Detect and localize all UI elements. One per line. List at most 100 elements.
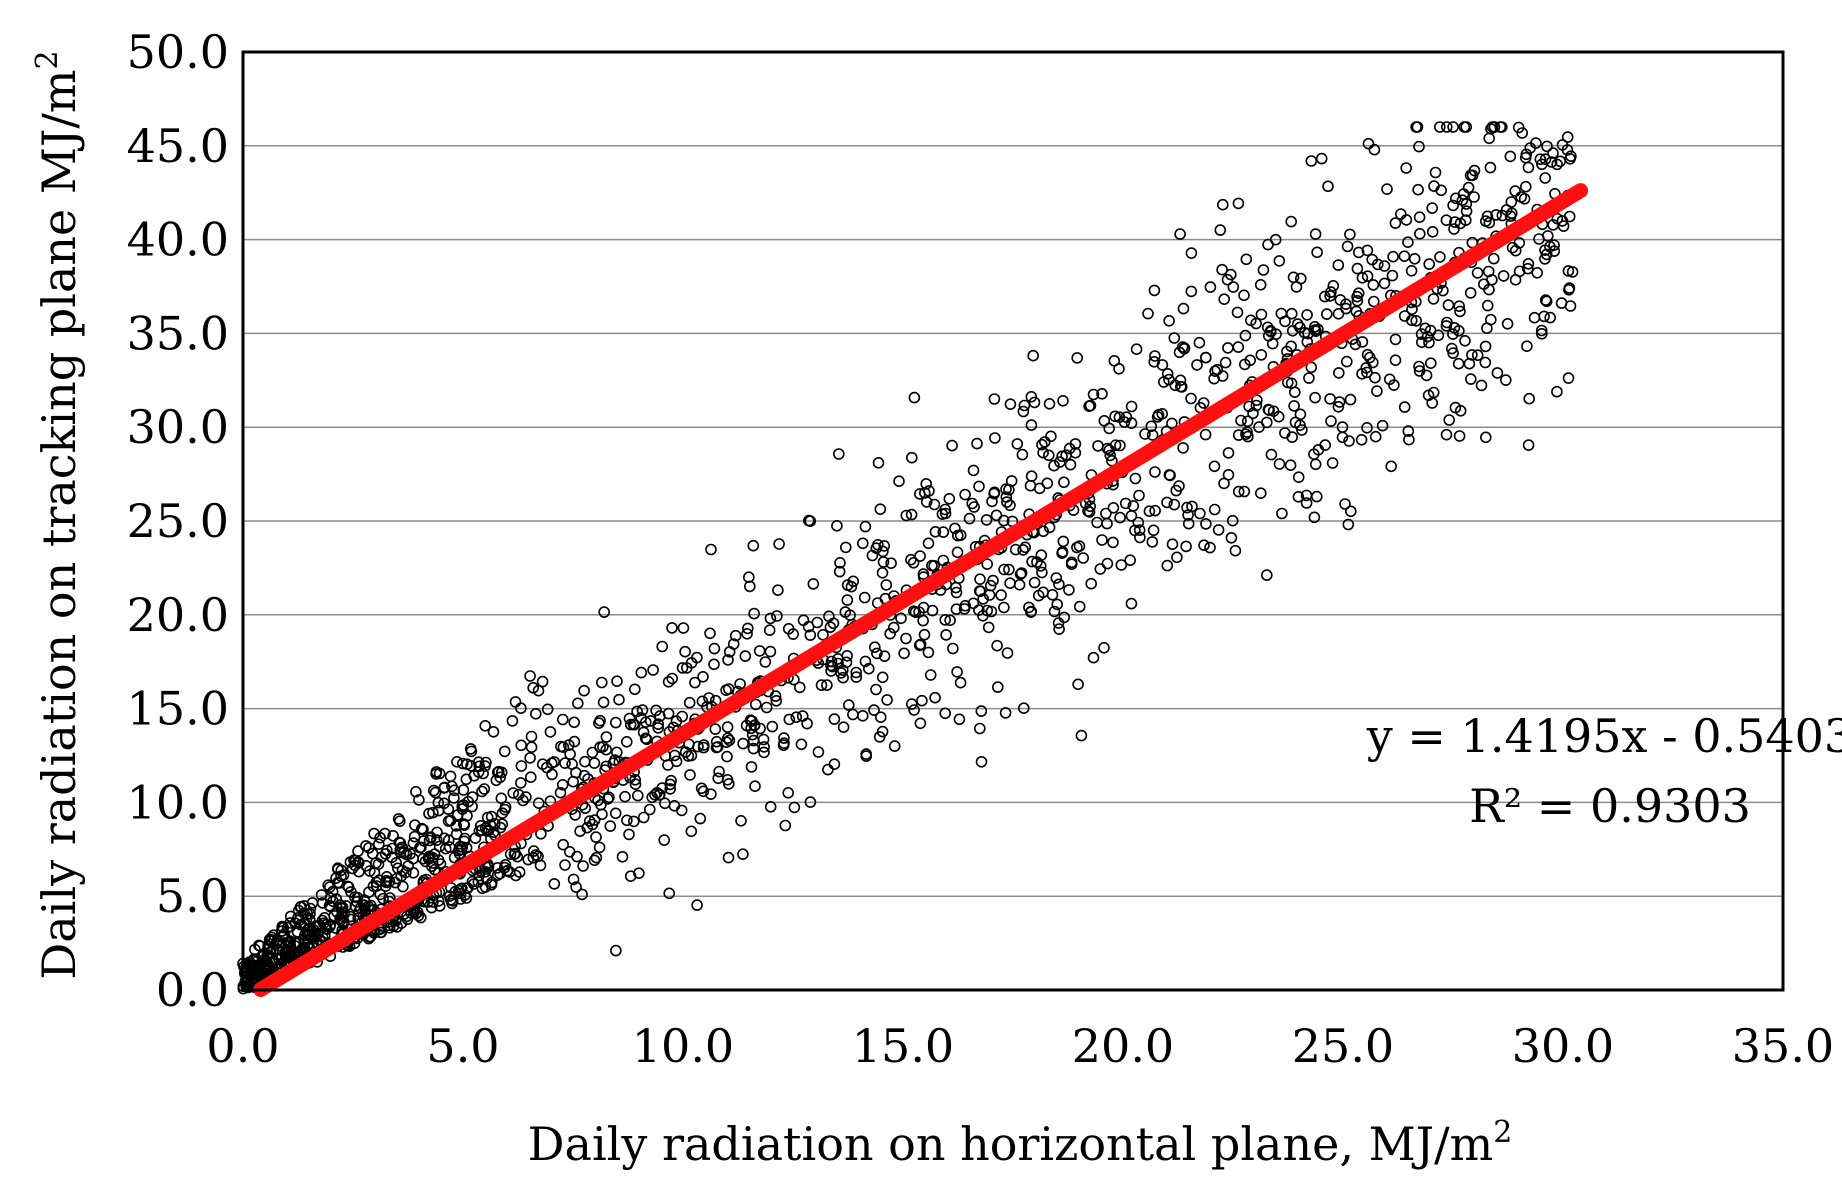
data-point	[764, 645, 777, 658]
data-point	[1286, 307, 1298, 320]
data-point	[950, 586, 963, 599]
data-point	[1292, 490, 1305, 503]
data-point	[1356, 336, 1369, 348]
data-point	[1406, 314, 1418, 327]
data-point	[937, 526, 950, 538]
data-point	[1091, 516, 1103, 529]
data-point	[685, 825, 698, 838]
r-squared-label: R² = 0.9303	[1469, 779, 1751, 833]
data-point	[1175, 380, 1187, 393]
data-point	[954, 676, 967, 689]
data-point	[635, 666, 648, 679]
data-point	[323, 899, 336, 912]
data-point	[880, 579, 893, 591]
data-point	[577, 860, 589, 872]
data-point	[1204, 281, 1217, 293]
data-point	[619, 790, 631, 803]
data-point	[631, 789, 644, 802]
data-point	[1449, 216, 1461, 228]
data-point	[298, 907, 310, 920]
data-point	[1342, 518, 1355, 531]
data-point	[844, 609, 856, 622]
data-point	[481, 811, 494, 824]
data-point	[654, 710, 666, 722]
data-point	[1149, 504, 1161, 517]
data-point	[1341, 240, 1354, 253]
data-point	[1300, 497, 1313, 509]
data-point	[295, 918, 307, 931]
data-point	[1464, 287, 1477, 299]
data-point	[597, 740, 609, 753]
data-point	[1361, 421, 1373, 434]
data-point	[480, 872, 493, 885]
data-point	[1100, 507, 1112, 520]
data-point	[647, 664, 659, 676]
data-point	[306, 897, 319, 909]
data-point	[769, 690, 782, 702]
data-point	[990, 509, 1003, 522]
data-point	[666, 672, 679, 685]
data-point	[741, 627, 753, 640]
data-point	[595, 676, 608, 689]
data-point	[721, 732, 734, 745]
data-point	[1173, 346, 1186, 359]
data-point	[474, 864, 487, 877]
data-point	[722, 851, 735, 864]
data-point	[1009, 543, 1022, 556]
data-point	[1031, 556, 1043, 568]
data-point	[1408, 252, 1421, 265]
data-point	[1146, 429, 1159, 441]
data-point	[473, 760, 486, 773]
data-point	[1247, 407, 1259, 420]
data-point	[821, 679, 833, 691]
data-point	[288, 936, 301, 949]
data-point	[1217, 198, 1229, 211]
data-point	[999, 707, 1012, 719]
data-point	[936, 508, 949, 520]
data-point	[1518, 193, 1531, 205]
data-point	[1048, 459, 1060, 472]
data-point	[834, 556, 846, 569]
data-point	[1412, 183, 1424, 196]
data-point	[1395, 208, 1407, 220]
data-point	[498, 745, 511, 758]
data-point	[548, 878, 561, 890]
data-point	[545, 757, 558, 770]
data-point	[1368, 143, 1381, 156]
data-point	[1290, 281, 1303, 293]
data-point	[770, 694, 783, 707]
data-point	[433, 900, 446, 912]
data-point	[1171, 551, 1183, 564]
data-point	[1414, 228, 1426, 240]
data-point	[1186, 500, 1198, 513]
data-point	[873, 731, 886, 743]
data-point	[856, 709, 869, 722]
data-point	[1434, 121, 1446, 133]
data-point	[1235, 414, 1247, 427]
data-point	[1185, 247, 1198, 259]
data-point	[1538, 310, 1550, 323]
data-point	[636, 704, 649, 716]
data-point	[423, 834, 436, 847]
data-point	[953, 713, 966, 726]
y-axis-ticks: 0.0 5.0 10.0 15.0 20.0 25.0 30.0 35.0 40.0 45.0 50…	[127, 25, 229, 1017]
data-point	[650, 704, 662, 717]
data-point	[868, 704, 880, 716]
data-point	[1361, 348, 1374, 361]
data-point	[1522, 257, 1535, 270]
data-point	[697, 741, 710, 754]
data-point	[710, 735, 723, 748]
data-point	[1027, 349, 1039, 362]
data-point	[379, 827, 391, 840]
data-point	[1459, 334, 1471, 347]
data-point	[1194, 507, 1206, 520]
data-point	[514, 777, 527, 789]
data-point	[773, 538, 785, 550]
data-point	[1403, 433, 1415, 446]
data-point	[1456, 194, 1469, 206]
data-point	[1423, 336, 1435, 349]
data-point	[1227, 281, 1240, 293]
data-point	[1422, 389, 1435, 402]
data-point	[1369, 430, 1382, 443]
data-point	[643, 803, 656, 816]
